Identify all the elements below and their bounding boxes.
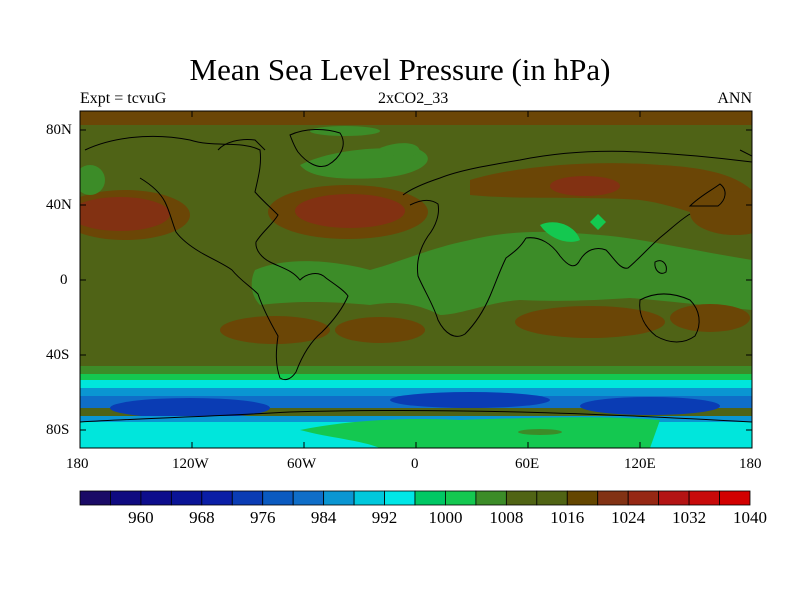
low-968-mid bbox=[390, 392, 550, 408]
colorbar-label: 1016 bbox=[550, 508, 585, 527]
band-984 bbox=[80, 388, 752, 398]
colorbar-swatch bbox=[627, 490, 660, 506]
arctic-low bbox=[310, 126, 380, 136]
colorbar-label: 1032 bbox=[672, 508, 707, 527]
lon-label-60w: 60W bbox=[287, 456, 317, 472]
pacific-high-west-core bbox=[80, 197, 170, 231]
indian-ocean-high bbox=[515, 306, 665, 338]
lon-label-120e: 120E bbox=[624, 456, 656, 472]
colorbar-swatch bbox=[475, 490, 507, 506]
colorbar-swatch bbox=[110, 490, 142, 506]
colorbar-swatch bbox=[231, 490, 264, 506]
colorbar-label: 976 bbox=[249, 508, 276, 527]
band-1000 bbox=[80, 374, 752, 382]
colorbar-swatch bbox=[414, 490, 446, 506]
tropical-low-belt bbox=[251, 231, 752, 315]
colorbar-swatch bbox=[597, 490, 629, 506]
colorbar-swatch bbox=[353, 490, 385, 506]
lon-label-60e: 60E bbox=[515, 456, 540, 472]
lat-label-40s: 40S bbox=[46, 347, 70, 363]
colorbar-swatch bbox=[201, 490, 233, 506]
lat-label-80n: 80N bbox=[46, 122, 72, 138]
colorbar bbox=[79, 490, 751, 506]
colorbar-swatch bbox=[658, 490, 690, 506]
chart-title: Mean Sea Level Pressure (in hPa) bbox=[189, 52, 611, 87]
colorbar-swatch bbox=[536, 490, 568, 506]
lon-label-120w: 120W bbox=[172, 456, 209, 472]
colorbar-label: 960 bbox=[128, 508, 154, 527]
coastlines bbox=[80, 129, 752, 423]
colorbar-swatch bbox=[79, 490, 111, 506]
lon-label-180w: 180 bbox=[66, 456, 89, 472]
pacific-south-high bbox=[670, 304, 750, 332]
colorbar-swatch bbox=[719, 490, 751, 506]
colorbar-swatch bbox=[445, 490, 477, 506]
season-label: ANN bbox=[717, 90, 752, 107]
colorbar-swatch bbox=[323, 490, 355, 506]
monsoon-low bbox=[540, 222, 580, 242]
colorbar-swatch bbox=[140, 490, 172, 506]
lat-label-0: 0 bbox=[60, 272, 68, 288]
lat-label-40n: 40N bbox=[46, 197, 72, 213]
antarctic-high bbox=[300, 417, 660, 448]
aleutian-low bbox=[80, 165, 105, 195]
colorbar-swatch bbox=[170, 490, 203, 506]
colorbar-swatch bbox=[566, 490, 599, 506]
colorbar-swatch bbox=[262, 490, 294, 506]
lat-label-80s: 80S bbox=[46, 422, 70, 438]
colorbar-swatch bbox=[292, 490, 325, 506]
colorbar-swatch bbox=[505, 490, 538, 506]
colorbar-swatch bbox=[688, 490, 720, 506]
lon-label-0: 0 bbox=[411, 456, 419, 472]
colorbar-label: 984 bbox=[310, 508, 337, 527]
colorbar-label: 1024 bbox=[611, 508, 646, 527]
low-968-east bbox=[580, 397, 720, 415]
colorbar-label: 968 bbox=[189, 508, 215, 527]
colorbar-swatch bbox=[384, 490, 416, 506]
pacific-high-east bbox=[690, 191, 752, 235]
colorbar-label: 1008 bbox=[489, 508, 524, 527]
band-992 bbox=[80, 380, 752, 390]
lon-label-180e: 180 bbox=[739, 456, 762, 472]
low-968-west bbox=[110, 398, 270, 418]
pressure-field bbox=[80, 111, 752, 448]
atlantic-high-core bbox=[295, 194, 405, 228]
asian-high bbox=[470, 163, 752, 230]
experiment-label: Expt = tcvuG bbox=[80, 90, 167, 107]
arctic-band bbox=[80, 111, 752, 125]
lat-tick-marks bbox=[80, 129, 752, 431]
colorbar-label: 1000 bbox=[428, 508, 463, 527]
south-atlantic-high bbox=[335, 317, 425, 343]
run-label: 2xCO2_33 bbox=[378, 90, 449, 107]
colorbar-label: 992 bbox=[371, 508, 398, 527]
lon-tick-marks bbox=[191, 111, 641, 448]
colorbar-label: 1040 bbox=[733, 508, 767, 527]
asian-high-core bbox=[550, 176, 620, 196]
